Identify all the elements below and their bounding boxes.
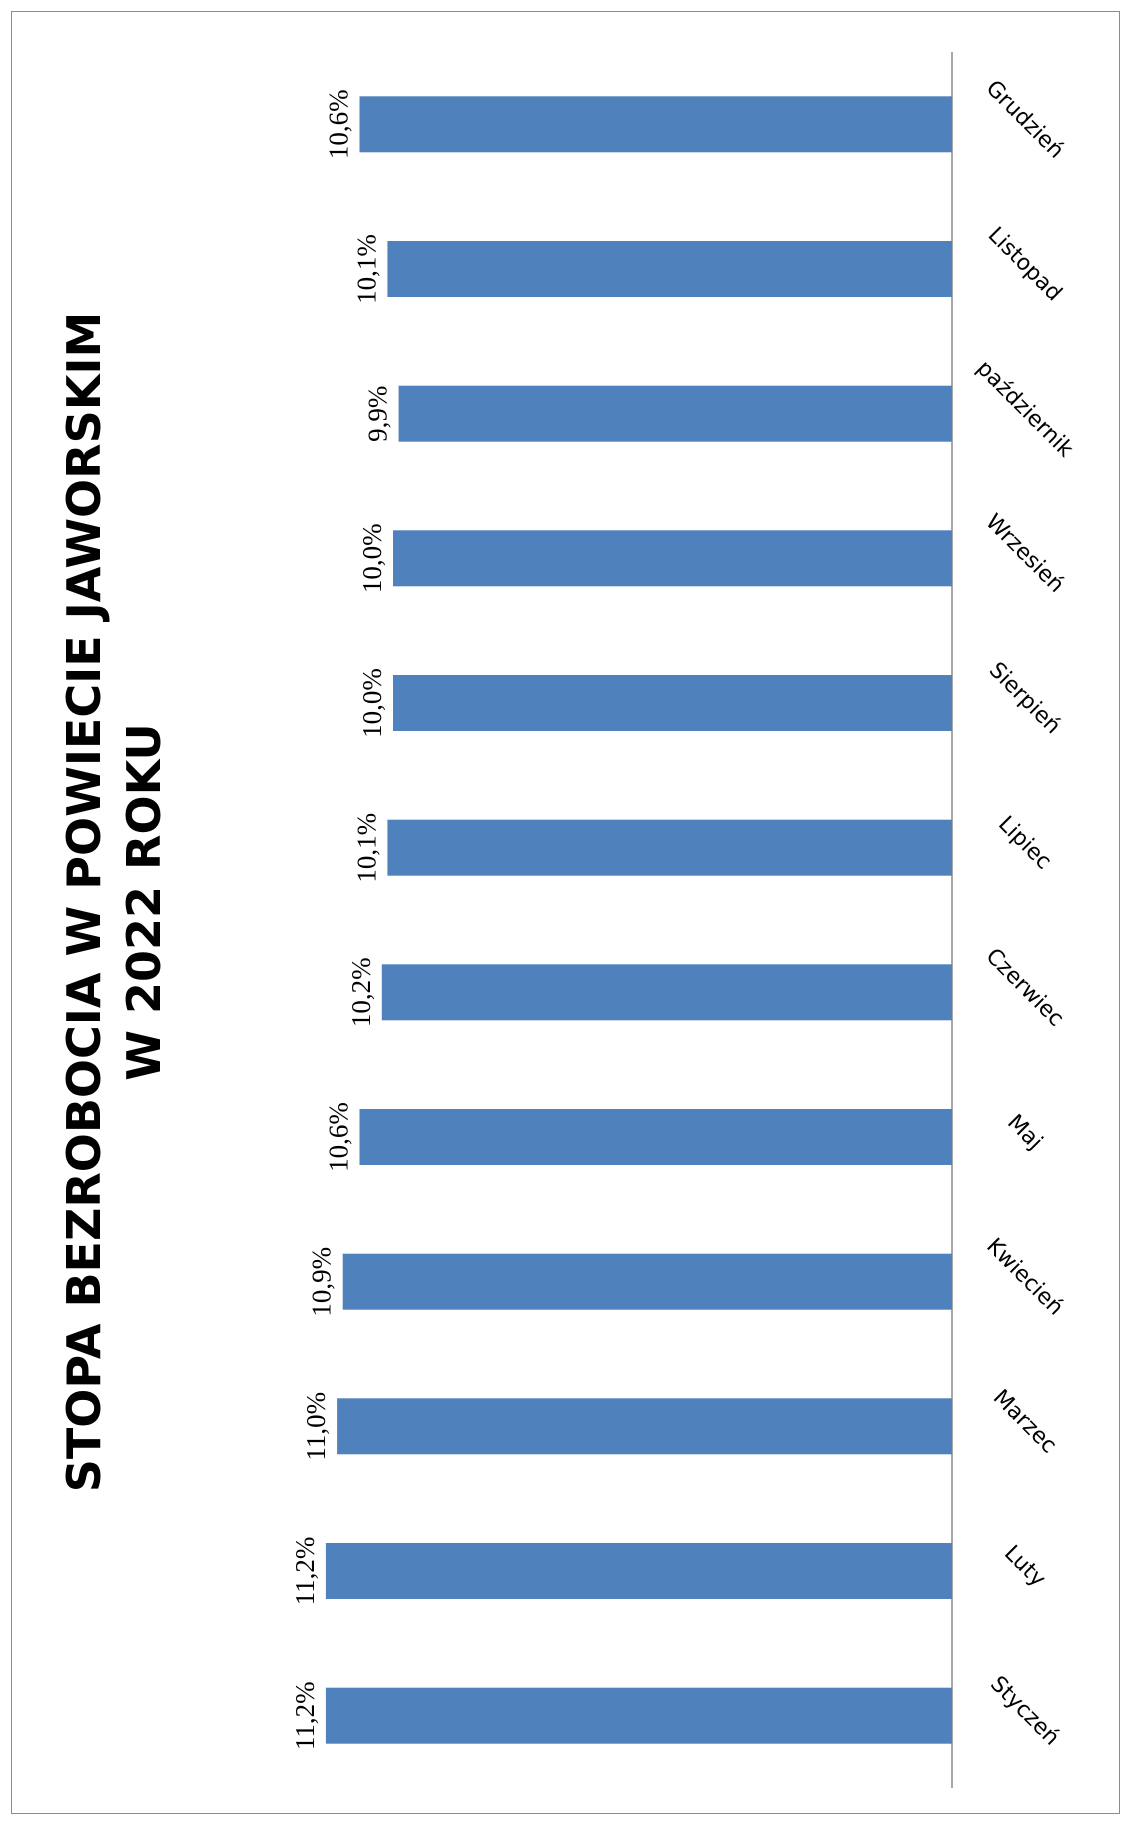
category-label: Maj bbox=[1002, 1110, 1047, 1155]
bar-11 bbox=[387, 241, 952, 297]
bar-10 bbox=[398, 385, 953, 442]
chart-frame: STOPA BEZROBOCIA W POWIECIE JAWORSKIM W … bbox=[11, 11, 1120, 1814]
value-label: 10,0% bbox=[357, 523, 387, 593]
bar-12 bbox=[359, 96, 952, 153]
value-label: 10,2% bbox=[346, 957, 376, 1027]
value-label: 10,1% bbox=[351, 813, 381, 883]
bar-7 bbox=[387, 819, 952, 876]
value-label: 9,9% bbox=[363, 386, 393, 442]
category-label: Czerwiec bbox=[981, 944, 1069, 1032]
category-label: Lipiec bbox=[993, 812, 1056, 875]
value-label: 10,6% bbox=[324, 89, 354, 159]
value-label: 10,0% bbox=[357, 668, 387, 738]
bar-2 bbox=[325, 1543, 952, 1599]
bar-6 bbox=[381, 964, 952, 1021]
bar-5 bbox=[359, 1109, 952, 1165]
category-label: Sierpień bbox=[984, 658, 1065, 739]
category-label: Wrzesień bbox=[980, 510, 1068, 598]
bar-3 bbox=[337, 1398, 953, 1455]
category-label: Styczeń bbox=[985, 1672, 1064, 1751]
category-label: Listopad bbox=[983, 223, 1067, 307]
category-label: Kwiecień bbox=[981, 1234, 1068, 1321]
value-label: 10,6% bbox=[324, 1102, 354, 1172]
category-label: Marzec bbox=[988, 1385, 1061, 1458]
category-label: Luty bbox=[999, 1541, 1050, 1592]
category-labels-group: Styczeń Luty Marzec Kwiecień Maj Czerwiec Lipi… bbox=[971, 76, 1078, 1751]
bar-1 bbox=[325, 1687, 952, 1744]
value-label: 10,9% bbox=[307, 1247, 337, 1317]
value-label: 11,2% bbox=[290, 1537, 320, 1606]
chart-title: STOPA BEZROBOCIA W POWIECIE JAWORSKIM bbox=[57, 312, 111, 1492]
category-label: październik bbox=[971, 356, 1078, 463]
chart-subtitle: W 2022 ROKU bbox=[117, 723, 171, 1081]
bars-group bbox=[325, 96, 953, 1744]
value-labels-group: 11,2% 11,2% 11,0% 10,9% 10,6% 10,2% 10,1% 10,0%… bbox=[290, 89, 393, 1750]
chart-svg: STOPA BEZROBOCIA W POWIECIE JAWORSKIM W … bbox=[57, 52, 1078, 1788]
chart-title-group: STOPA BEZROBOCIA W POWIECIE JAWORSKIM W … bbox=[57, 312, 171, 1492]
category-label: Grudzień bbox=[981, 76, 1069, 164]
value-label: 11,2% bbox=[290, 1681, 320, 1750]
value-label: 10,1% bbox=[351, 234, 381, 304]
bar-4 bbox=[342, 1253, 952, 1310]
value-label: 11,0% bbox=[301, 1392, 331, 1461]
bar-9 bbox=[393, 530, 952, 587]
bar-8 bbox=[393, 675, 952, 731]
